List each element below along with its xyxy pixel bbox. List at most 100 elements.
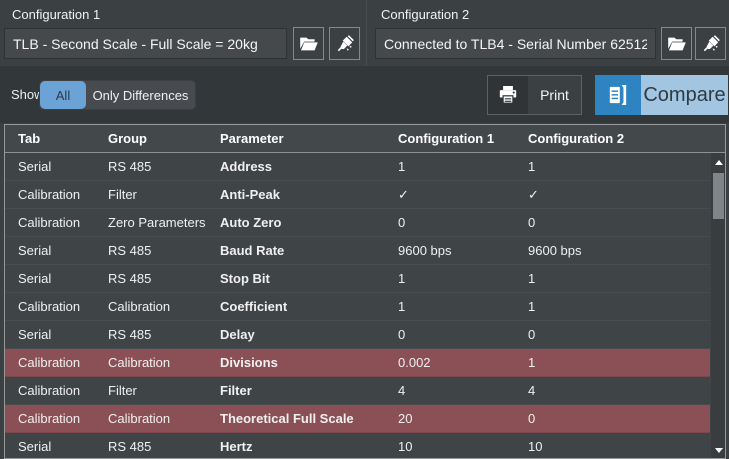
configuration-2-input[interactable] (375, 28, 656, 59)
cell-configuration-1: 9600 bps (398, 243, 452, 258)
compare-button[interactable]: Compare (595, 75, 728, 115)
cell-parameter: Hertz (220, 439, 253, 454)
filter-only-differences-button[interactable]: Only Differences (92, 87, 189, 103)
cell-parameter: Baud Rate (220, 243, 285, 258)
cell-parameter: Auto Zero (220, 215, 282, 230)
cell-group: RS 485 (108, 439, 152, 454)
column-header-tab[interactable]: Tab (18, 131, 41, 146)
cell-tab: Serial (18, 327, 52, 342)
cell-configuration-1: 4 (398, 383, 406, 398)
triangle-down-icon (714, 447, 723, 453)
table-body: Serial RS 485 Address 1 1 Calibration Fi… (5, 153, 725, 458)
column-header-configuration-2[interactable]: Configuration 2 (528, 131, 625, 146)
column-header-parameter[interactable]: Parameter (220, 131, 284, 146)
table-row[interactable]: Serial RS 485 Hertz 10 10 (5, 433, 725, 458)
cell-parameter: Divisions (220, 355, 278, 370)
print-button-label: Print (540, 87, 569, 103)
folder-open-icon (667, 36, 687, 52)
cell-parameter: Theoretical Full Scale (220, 411, 354, 426)
cell-configuration-1: 1 (398, 299, 406, 314)
cell-tab: Serial (18, 243, 52, 258)
table-row[interactable]: Serial RS 485 Stop Bit 1 1 (5, 265, 725, 293)
table-row[interactable]: Calibration Calibration Divisions 0.002 … (5, 349, 725, 377)
printer-icon (488, 76, 528, 114)
configuration-2-connect-button[interactable] (695, 27, 726, 60)
cell-parameter: Address (220, 159, 273, 174)
table-row[interactable]: Calibration Zero Parameters Auto Zero 0 … (5, 209, 725, 237)
cell-group: RS 485 (108, 159, 152, 174)
configuration-1-connect-button[interactable] (329, 27, 360, 60)
show-label: Show (11, 87, 44, 102)
configuration-1-label: Configuration 1 (12, 7, 101, 22)
column-header-group[interactable]: Group (108, 131, 147, 146)
cell-configuration-1: 1 (398, 271, 406, 286)
cell-parameter: Stop Bit (220, 271, 270, 286)
configuration-1-panel: Configuration 1 (0, 0, 366, 66)
cell-configuration-2: 1 (528, 299, 536, 314)
table-header-row: Tab Group Parameter Configuration 1 Conf… (5, 125, 725, 153)
table-row[interactable]: Serial RS 485 Delay 0 0 (5, 321, 725, 349)
cell-configuration-2: 1 (528, 159, 536, 174)
column-header-configuration-1[interactable]: Configuration 1 (398, 131, 495, 146)
cell-configuration-1: 20 (398, 411, 413, 426)
cell-group: Filter (108, 383, 137, 398)
cell-group: RS 485 (108, 243, 152, 258)
plug-connect-icon (335, 34, 355, 54)
cell-group: Zero Parameters (108, 215, 206, 230)
folder-open-icon (299, 36, 319, 52)
cell-configuration-1: 0 (398, 215, 406, 230)
cell-configuration-2: 0 (528, 327, 536, 342)
top-section: Configuration 1 (0, 0, 729, 66)
cell-configuration-1: ✓ (398, 186, 409, 202)
cell-parameter: Anti-Peak (220, 187, 280, 202)
configuration-1-open-file-button[interactable] (293, 27, 324, 60)
cell-tab: Calibration (18, 383, 81, 398)
toolbar: Show All Only Differences Print (0, 66, 729, 123)
cell-configuration-2: 1 (528, 271, 536, 286)
cell-configuration-1: 1 (398, 159, 406, 174)
cell-configuration-2: 9600 bps (528, 243, 582, 258)
cell-configuration-2: 1 (528, 355, 536, 370)
scroll-up-button[interactable] (711, 155, 725, 169)
table-row[interactable]: Serial RS 485 Baud Rate 9600 bps 9600 bp… (5, 237, 725, 265)
configuration-2-label: Configuration 2 (381, 7, 470, 22)
cell-tab: Calibration (18, 411, 81, 426)
cell-group: Filter (108, 187, 137, 202)
cell-tab: Serial (18, 439, 52, 454)
cell-group: RS 485 (108, 327, 152, 342)
table-scrollbar[interactable] (710, 153, 725, 458)
cell-configuration-1: 0.002 (398, 355, 431, 370)
cell-tab: Serial (18, 159, 52, 174)
cell-group: RS 485 (108, 271, 152, 286)
table-row[interactable]: Serial RS 485 Address 1 1 (5, 153, 725, 181)
triangle-up-icon (714, 159, 723, 165)
cell-tab: Calibration (18, 299, 81, 314)
scrollbar-thumb[interactable] (713, 173, 724, 219)
cell-configuration-2: 10 (528, 439, 543, 454)
cell-tab: Serial (18, 271, 52, 286)
configuration-2-open-file-button[interactable] (661, 27, 692, 60)
scroll-down-button[interactable] (711, 443, 725, 457)
cell-tab: Calibration (18, 355, 81, 370)
cell-group: Calibration (108, 299, 171, 314)
table-row[interactable]: Calibration Calibration Coefficient 1 1 (5, 293, 725, 321)
table-row[interactable]: Calibration Calibration Theoretical Full… (5, 405, 725, 433)
compare-button-label: Compare (641, 75, 728, 115)
cell-tab: Calibration (18, 187, 81, 202)
plug-connect-icon (701, 34, 721, 54)
filter-all-button[interactable]: All (40, 81, 86, 109)
configuration-2-panel: Configuration 2 (366, 0, 729, 66)
table-row[interactable]: Calibration Filter Filter 4 4 (5, 377, 725, 405)
configuration-1-input[interactable] (4, 28, 287, 59)
table-row[interactable]: Calibration Filter Anti-Peak ✓ ✓ (5, 181, 725, 209)
cell-configuration-2: 0 (528, 215, 536, 230)
print-button[interactable]: Print (487, 75, 582, 115)
cell-group: Calibration (108, 411, 171, 426)
cell-parameter: Coefficient (220, 299, 288, 314)
compare-documents-icon (595, 75, 641, 115)
cell-configuration-2: 4 (528, 383, 536, 398)
comparison-table: Tab Group Parameter Configuration 1 Conf… (4, 124, 726, 459)
cell-configuration-2: 0 (528, 411, 536, 426)
cell-tab: Calibration (18, 215, 81, 230)
cell-parameter: Filter (220, 383, 252, 398)
